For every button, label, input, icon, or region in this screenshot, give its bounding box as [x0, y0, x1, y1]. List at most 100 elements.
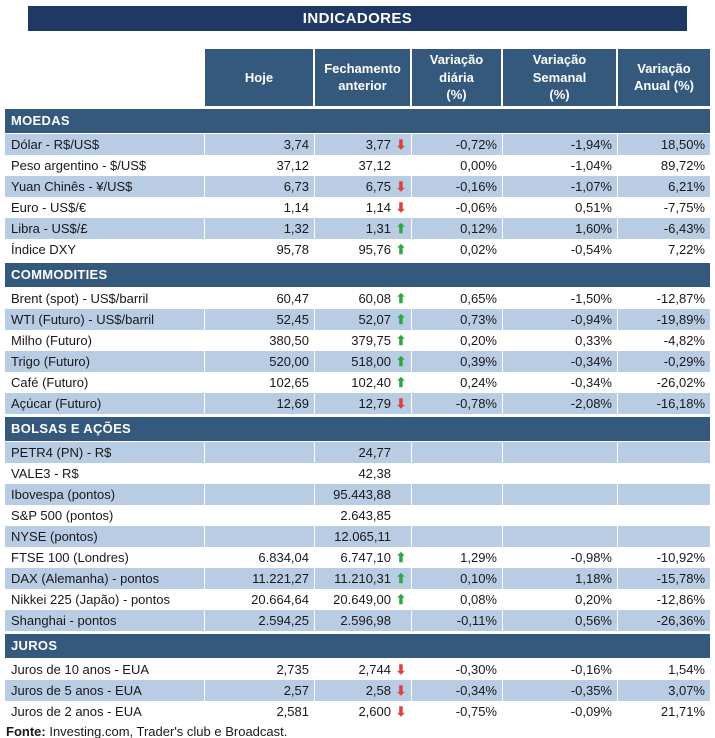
row-label: S&P 500 (pontos): [5, 504, 205, 526]
section-header-commodities: COMMODITIES: [5, 262, 710, 287]
row-label: Juros de 10 anos - EUA: [5, 658, 205, 680]
weekly-variation-value: [503, 441, 618, 463]
weekly-variation-value: -0,34%: [503, 350, 618, 372]
up-arrow-icon: ⬆: [395, 220, 407, 236]
annual-variation-value: -4,82%: [663, 332, 705, 348]
fechamento-value: 6,75: [365, 178, 391, 194]
daily-variation-value: -0,16%: [412, 175, 503, 197]
table-row: VALE3 - R$ 42,38: [5, 462, 710, 484]
table-row: WTI (Futuro) - US$/barril 52,45 52,07 ⬆ 0,73…: [5, 308, 710, 330]
section-header-bolsas-e-a-es: BOLSAS E AÇÕES: [5, 416, 710, 441]
fechamento-value: 95.443,88: [333, 486, 391, 502]
hoje-value: [205, 525, 315, 547]
daily-variation-value: -0,06%: [412, 196, 503, 218]
header-empty-cell: [5, 49, 205, 106]
weekly-variation-value: 1,60%: [503, 217, 618, 239]
row-label: Juros de 5 anos - EUA: [5, 679, 205, 701]
hoje-value: 37,12: [205, 154, 315, 176]
up-arrow-icon: ⬆: [395, 570, 407, 586]
annual-variation-value: -12,87%: [656, 290, 705, 306]
fechamento-value: 379,75: [351, 332, 391, 348]
hoje-value: [205, 441, 315, 463]
indicators-table: Hoje Fechamento anterior Variação diária…: [5, 49, 710, 722]
column-header-fechamento-anterior: Fechamento anterior: [315, 49, 412, 106]
section-header-juros: JUROS: [5, 633, 710, 658]
table-row: Peso argentino - $/US$ 37,12 37,12 0,00% -1,…: [5, 154, 710, 176]
annual-variation-value: -26,36%: [618, 609, 710, 631]
row-label: Índice DXY: [5, 238, 205, 260]
column-header-hoje: Hoje: [205, 49, 315, 106]
fechamento-cell: 2,58 ⬇: [315, 679, 412, 701]
hoje-value: [205, 504, 315, 526]
fechamento-value: 2.596,98: [340, 612, 391, 628]
hoje-value: 3,74: [205, 133, 315, 155]
daily-variation-value: [412, 462, 503, 484]
table-row: Euro - US$/€ 1,14 1,14 ⬇ -0,06% 0,51% -7,75%: [5, 196, 710, 218]
fechamento-cell: 42,38: [315, 462, 412, 484]
fechamento-cell: 11.210,31 ⬆: [315, 567, 412, 589]
hoje-value: 95,78: [205, 238, 315, 260]
fechamento-cell: 24,77: [315, 441, 412, 463]
fechamento-value: 42,38: [358, 465, 391, 481]
hoje-value: 11.221,27: [205, 567, 315, 589]
up-arrow-icon: ⬆: [395, 332, 407, 348]
row-label: PETR4 (PN) - R$: [5, 441, 205, 463]
annual-variation-value: [618, 441, 710, 463]
fechamento-cell: 2.643,85: [315, 504, 412, 526]
daily-variation-value: 0,24%: [412, 371, 503, 393]
weekly-variation-value: -0,94%: [503, 308, 618, 330]
daily-variation-value: 0,00%: [412, 154, 503, 176]
fechamento-value: 37,12: [358, 157, 391, 173]
annual-variation-value: -15,78%: [618, 567, 710, 589]
weekly-variation-value: [503, 462, 618, 484]
weekly-variation-value: -1,50%: [503, 287, 618, 309]
source-text: Investing.com, Trader's club e Broadcast…: [45, 723, 288, 738]
hoje-value: 102,65: [205, 371, 315, 393]
fechamento-value: 11.210,31: [334, 570, 391, 586]
fechamento-cell: 6,75 ⬇: [315, 175, 412, 197]
table-row: Trigo (Futuro) 520,00 518,00 ⬆ 0,39% -0,34% -0…: [5, 350, 710, 372]
table-row: Brent (spot) - US$/barril 60,47 60,08 ⬆ 0,65…: [5, 287, 710, 309]
table-row: DAX (Alemanha) - pontos 11.221,27 11.210,3…: [5, 567, 710, 589]
fechamento-cell: 379,75 ⬆: [315, 329, 412, 351]
column-header-variacao-diaria: Variação diária (%): [412, 49, 503, 106]
daily-variation-value: 0,65%: [412, 287, 503, 309]
up-arrow-icon: ⬆: [395, 591, 407, 607]
annual-variation-value: 89,72%: [660, 157, 705, 173]
weekly-variation-value: 0,56%: [503, 609, 618, 631]
annual-variation-value: -7,75%: [663, 199, 705, 215]
table-row: PETR4 (PN) - R$ 24,77: [5, 441, 710, 463]
annual-variation-value: -16,18%: [618, 392, 710, 414]
annual-variation-value: 18,50%: [618, 133, 710, 155]
row-label: Milho (Futuro): [5, 329, 205, 351]
row-label: Euro - US$/€: [5, 196, 205, 218]
daily-variation-value: 1,29%: [412, 546, 503, 568]
row-label: Nikkei 225 (Japão) - pontos: [5, 588, 205, 610]
down-arrow-icon: ⬇: [395, 395, 407, 411]
annual-variation-value: -19,89%: [618, 308, 710, 330]
fechamento-value: 2,744: [358, 661, 391, 677]
annual-variation-value: 3,07%: [618, 679, 710, 701]
table-row: Juros de 10 anos - EUA 2,735 2,744 ⬇ -0,30% -…: [5, 658, 710, 680]
up-arrow-icon: ⬆: [395, 374, 407, 390]
weekly-variation-value: -0,09%: [503, 700, 618, 722]
daily-variation-value: -0,30%: [412, 658, 503, 680]
row-label: Peso argentino - $/US$: [5, 154, 205, 176]
fechamento-cell: 2.596,98: [315, 609, 412, 631]
weekly-variation-value: 0,20%: [503, 588, 618, 610]
fechamento-value: 12,79: [358, 395, 391, 411]
weekly-variation-value: [503, 504, 618, 526]
table-row: Shanghai - pontos 2.594,25 2.596,98 -0,11% 0…: [5, 609, 710, 631]
annual-variation-value: -10,92%: [656, 549, 705, 565]
row-label: FTSE 100 (Londres): [5, 546, 205, 568]
hoje-value: [205, 462, 315, 484]
fechamento-value: 2,58: [365, 682, 391, 698]
fechamento-cell: 518,00 ⬆: [315, 350, 412, 372]
down-arrow-icon: ⬇: [395, 199, 407, 215]
annual-variation-value: [618, 505, 710, 526]
table-row: Nikkei 225 (Japão) - pontos 20.664,64 20.6…: [5, 588, 710, 610]
annual-variation-value: 6,21%: [618, 175, 710, 197]
daily-variation-value: 0,10%: [412, 567, 503, 589]
annual-variation-value: 7,22%: [668, 241, 705, 257]
fechamento-cell: 52,07 ⬆: [315, 308, 412, 330]
